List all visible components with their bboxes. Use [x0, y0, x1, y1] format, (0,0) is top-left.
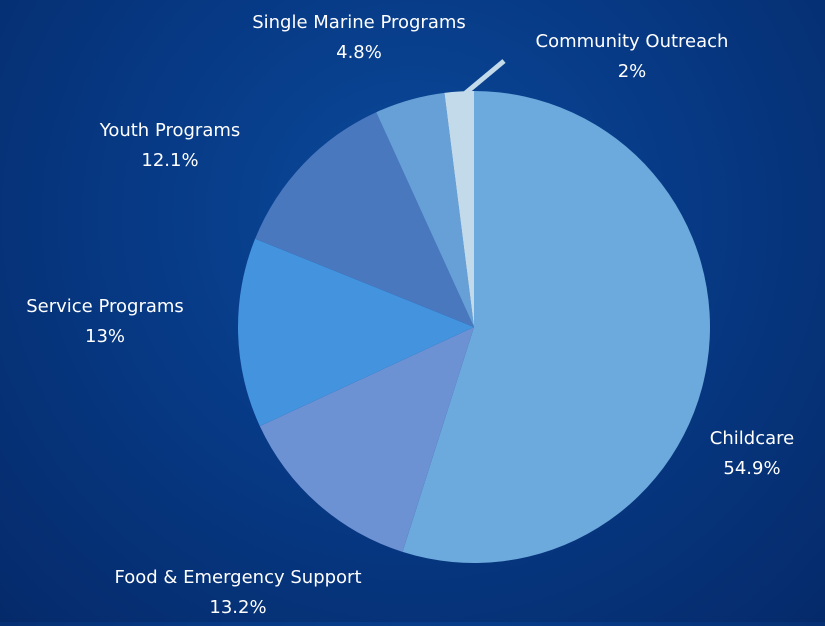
slice-label-single-marine-programs: Single Marine Programs 4.8%	[252, 8, 466, 68]
pie-slice-food-emergency-support	[259, 327, 474, 552]
slice-value-youth-programs: 12.1%	[141, 150, 199, 171]
slice-name-food-emergency-support: Food & Emergency Support	[114, 567, 362, 588]
slice-label-childcare: Childcare 54.9%	[710, 424, 794, 484]
pie-slice-single-marine-programs	[376, 92, 474, 327]
pie-slice-community-outreach	[444, 91, 474, 327]
slice-label-community-outreach: Community Outreach 2%	[536, 27, 729, 87]
slice-name-service-programs: Service Programs	[26, 296, 184, 317]
slice-value-service-programs: 13%	[84, 326, 126, 347]
slice-label-food-emergency-support: Food & Emergency Support 13.2%	[114, 563, 361, 623]
slice-label-youth-programs: Youth Programs 12.1%	[100, 116, 241, 176]
slice-value-community-outreach: 2%	[617, 61, 647, 82]
slice-value-food-emergency-support: 13.2%	[209, 597, 267, 618]
pie-slice-service-programs	[238, 238, 474, 427]
pie-slice-childcare	[402, 91, 711, 563]
slice-name-youth-programs: Youth Programs	[99, 120, 241, 141]
slice-value-childcare: 54.9%	[723, 458, 781, 479]
slice-value-single-marine-programs: 4.8%	[336, 42, 382, 63]
slice-name-childcare: Childcare	[709, 428, 795, 449]
leader-line-community-outreach	[460, 59, 506, 98]
slice-name-community-outreach: Community Outreach	[535, 31, 729, 52]
pie-slice-youth-programs	[255, 112, 474, 327]
slice-name-single-marine-programs: Single Marine Programs	[252, 12, 466, 33]
slice-label-service-programs: Service Programs 13%	[26, 292, 184, 352]
